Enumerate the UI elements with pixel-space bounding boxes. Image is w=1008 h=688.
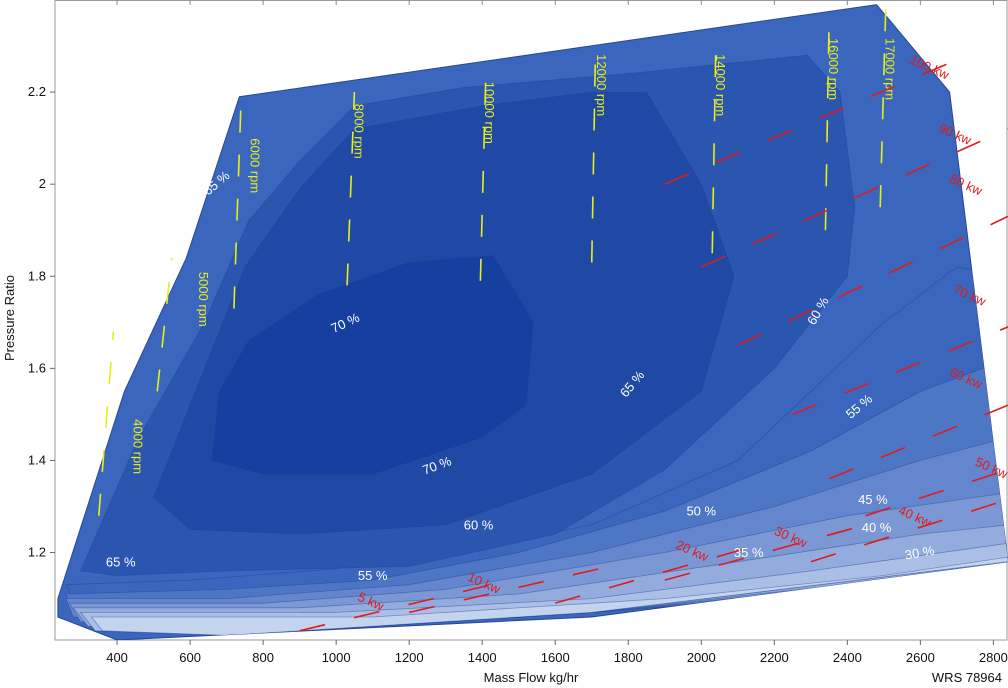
x-tick-label-7: 1800 [614,650,643,665]
speed-label-8: 17000 rpm [883,38,898,100]
power-line-5 [865,468,1008,517]
y-axis-ticks: 1.2 1.4 1.6 1.8 2 2.2 [28,84,55,560]
speed-line-6 [711,41,717,254]
speed-label-0: 4000 rpm [131,419,146,474]
efficiency-label-9: 45 % [858,492,888,507]
plot-area: 4000 rpm 5000 rpm 6000 rpm 8000 rpm 10000 rp… [57,4,1008,640]
y-tick-label-4: 2 [39,176,46,191]
speed-label-5: 12000 rpm [594,54,609,116]
chart-id-tag: WRS 78964 [932,670,1002,685]
x-tick-label-1: 600 [179,650,201,665]
y-tick-label-1: 1.4 [28,452,46,467]
plot-border [54,0,1008,641]
speed-line-0 [98,331,115,516]
x-tick-label-3: 1000 [322,650,351,665]
x-tick-label-6: 1600 [541,650,570,665]
efficiency-regions [65,54,1008,636]
x-tick-label-4: 1200 [395,650,424,665]
y-tick-label-3: 1.8 [28,268,46,283]
speed-line-7 [824,23,830,231]
x-tick-label-9: 2200 [760,650,789,665]
speed-line-8 [879,9,887,208]
speed-line-5 [590,55,597,263]
efficiency-label-12: 30 % [904,543,936,563]
x-tick-label-11: 2600 [906,650,935,665]
x-tick-label-10: 2400 [833,650,862,665]
speed-label-4: 10000 rpm [482,82,497,144]
efficiency-region-70 [211,255,534,475]
speed-label-7: 16000 rpm [826,38,841,100]
power-line-3 [664,524,866,581]
speed-lines: 4000 rpm 5000 rpm 6000 rpm 8000 rpm 10000 rp… [98,9,898,516]
speed-line-3 [346,92,356,286]
speed-label-6: 14000 rpm [713,54,728,116]
x-tick-label-8: 2000 [687,650,716,665]
power-line-7 [792,326,1008,416]
x-tick-label-12: 2800 [979,650,1008,665]
speed-label-1: 5000 rpm [196,272,211,327]
plot-frame [54,0,1008,641]
efficiency-label-8: 50 % [686,504,716,519]
efficiency-label-11: 35 % [734,545,764,560]
speed-line-4 [479,73,487,281]
x-axis-ticks: 400 600 800 1000 1200 1400 1600 1800 2000 2200 240… [106,0,1008,665]
speed-label-2: 6000 rpm [247,138,262,193]
power-line-9 [700,128,1008,268]
y-axis-title: Pressure Ratio [2,275,17,361]
efficiency-label-5: 60 % [464,517,494,532]
x-axis-title: Mass Flow kg/hr [484,670,579,685]
y-tick-label-5: 2.2 [28,84,46,99]
efficiency-label-10: 40 % [862,520,892,535]
power-line-1 [409,565,611,614]
speed-line-2 [233,96,243,309]
speed-label-3: 8000 rpm [351,104,366,159]
x-tick-label-5: 1400 [468,650,497,665]
y-tick-label-0: 1.2 [28,545,46,560]
x-tick-label-2: 800 [252,650,274,665]
x-tick-label-0: 400 [106,650,128,665]
y-tick-label-2: 1.6 [28,360,46,375]
power-line-8 [737,215,1008,347]
efficiency-label-13: 65 % [106,554,136,569]
efficiency-label-7: 55 % [358,568,388,583]
efficiency-region-30 [90,556,1008,636]
power-line-0 [299,581,501,632]
power-line-2 [555,544,757,604]
